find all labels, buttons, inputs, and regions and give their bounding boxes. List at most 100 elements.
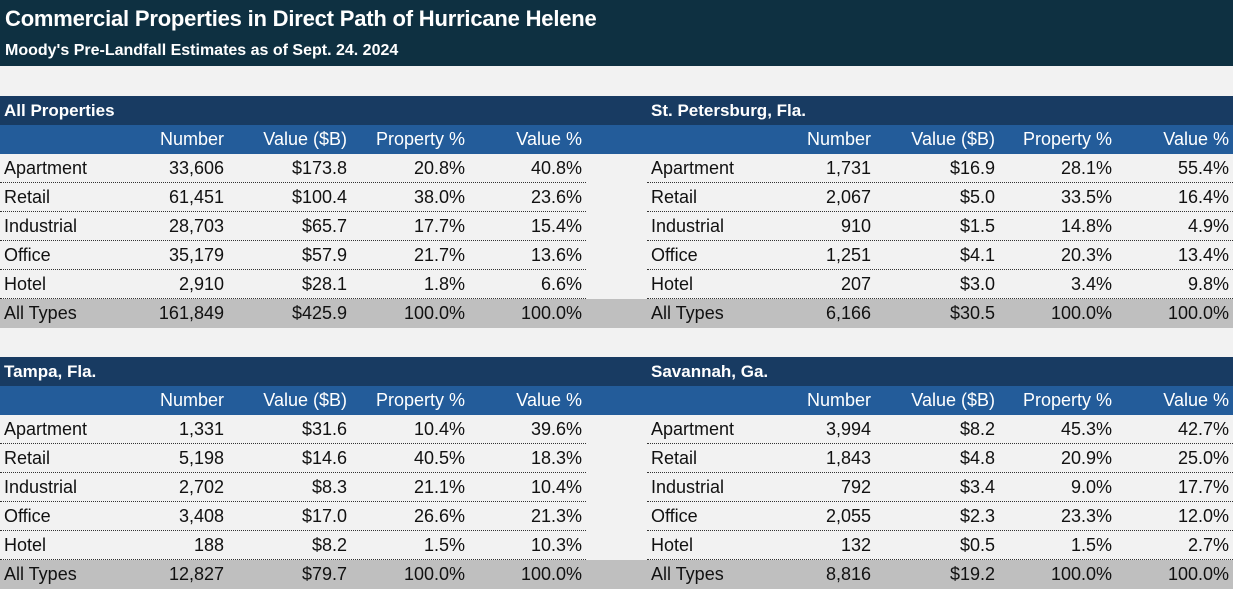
cell-property-type: Retail — [651, 447, 698, 468]
cell-property-pct: 38.0% — [413, 186, 465, 207]
table-row: Retail 1,843 $4.8 20.9% 25.0% — [647, 444, 1233, 473]
cell-value: $425.9 — [291, 303, 347, 323]
cell-value: $16.9 — [949, 157, 995, 178]
cell-property-pct: 9.0% — [1070, 476, 1112, 497]
cell-property-type: Apartment — [4, 418, 88, 439]
cell-number: 3,994 — [825, 418, 871, 439]
cell-value-pct: 15.4% — [530, 215, 582, 236]
cell-value-pct: 10.4% — [530, 476, 582, 497]
cell-value: $5.0 — [959, 186, 995, 207]
table-row: Hotel 207 $3.0 3.4% 9.8% — [647, 270, 1233, 299]
cell-property-type: Retail — [651, 186, 698, 207]
column-header-number: Number — [159, 390, 224, 410]
cell-value: $28.1 — [301, 273, 347, 294]
cell-property-pct: 45.3% — [1060, 418, 1112, 439]
column-header-row: Number Value ($B) Property % Value % — [0, 125, 582, 154]
cell-number: 2,702 — [178, 476, 224, 497]
cell-property-type: Industrial — [4, 476, 78, 497]
cell-number: 161,849 — [158, 303, 224, 323]
table-row: Industrial 2,702 $8.3 21.1% 10.4% — [0, 473, 586, 502]
cell-value-pct: 21.3% — [530, 505, 582, 526]
column-band-top — [0, 125, 1233, 154]
cell-value-pct: 100.0% — [520, 564, 582, 584]
cell-property-pct: 100.0% — [403, 303, 465, 323]
cell-number: 8,816 — [825, 564, 871, 584]
cell-number: 1,843 — [825, 447, 871, 468]
cell-value: $173.8 — [291, 157, 347, 178]
cell-number: 5,198 — [178, 447, 224, 468]
table-row: Retail 5,198 $14.6 40.5% 18.3% — [0, 444, 586, 473]
cell-number: 910 — [840, 215, 871, 236]
column-header-number: Number — [806, 390, 871, 410]
cell-property-type: Retail — [4, 186, 51, 207]
cell-property-pct: 28.1% — [1060, 157, 1112, 178]
cell-property-type: Industrial — [651, 476, 725, 497]
cell-property-pct: 23.3% — [1060, 505, 1112, 526]
panel-title: Savannah, Ga. — [651, 362, 769, 381]
table-row: Hotel 2,910 $28.1 1.8% 6.6% — [0, 270, 586, 299]
total-row-band-bottom — [0, 560, 1233, 589]
cell-value-pct: 10.3% — [530, 534, 582, 555]
section-band-bottom — [0, 357, 1233, 386]
cell-value: $30.5 — [949, 303, 995, 323]
cell-property-type: Industrial — [651, 215, 725, 236]
cell-value-pct: 25.0% — [1177, 447, 1229, 468]
cell-value-pct: 39.6% — [530, 418, 582, 439]
cell-property-pct: 10.4% — [413, 418, 465, 439]
column-header-value-pct: Value % — [1163, 390, 1229, 410]
cell-value-pct: 13.4% — [1177, 244, 1229, 265]
cell-value: $3.0 — [959, 273, 995, 294]
cell-number: 2,910 — [178, 273, 224, 294]
cell-value-pct: 12.0% — [1177, 505, 1229, 526]
cell-property-type: Retail — [4, 447, 51, 468]
column-header-number: Number — [159, 129, 224, 149]
cell-property-pct: 20.8% — [413, 157, 465, 178]
cell-value: $2.3 — [959, 505, 995, 526]
cell-value: $31.6 — [301, 418, 347, 439]
column-header-number: Number — [806, 129, 871, 149]
cell-value: $4.8 — [959, 447, 995, 468]
cell-property-type: All Types — [4, 303, 77, 323]
table-row: Hotel 132 $0.5 1.5% 2.7% — [647, 531, 1233, 560]
total-row: All Types 12,827 $79.7 100.0% 100.0% — [0, 560, 586, 589]
cell-property-pct: 14.8% — [1060, 215, 1112, 236]
cell-property-type: Hotel — [651, 273, 694, 294]
cell-property-type: Apartment — [4, 157, 88, 178]
cell-property-pct: 3.4% — [1070, 273, 1112, 294]
cell-property-type: All Types — [651, 564, 724, 584]
cell-number: 3,408 — [178, 505, 224, 526]
table-row: Industrial 28,703 $65.7 17.7% 15.4% — [0, 212, 586, 241]
cell-property-pct: 100.0% — [403, 564, 465, 584]
cell-property-pct: 1.5% — [1070, 534, 1112, 555]
cell-number: 33,606 — [168, 157, 224, 178]
cell-number: 12,827 — [168, 564, 224, 584]
cell-value: $1.5 — [959, 215, 995, 236]
cell-value-pct: 16.4% — [1177, 186, 1229, 207]
cell-property-pct: 21.7% — [413, 244, 465, 265]
cell-property-type: Hotel — [4, 273, 47, 294]
column-header-value-pct: Value % — [516, 129, 582, 149]
cell-value-pct: 13.6% — [530, 244, 582, 265]
cell-property-type: All Types — [651, 303, 724, 323]
table-row: Retail 61,451 $100.4 38.0% 23.6% — [0, 183, 586, 212]
table-row: Hotel 188 $8.2 1.5% 10.3% — [0, 531, 586, 560]
cell-value: $4.1 — [959, 244, 995, 265]
cell-value-pct: 23.6% — [530, 186, 582, 207]
table-row: Industrial 910 $1.5 14.8% 4.9% — [647, 212, 1233, 241]
cell-value-pct: 9.8% — [1187, 273, 1229, 294]
cell-value: $3.4 — [959, 476, 995, 497]
page-title: Commercial Properties in Direct Path of … — [5, 6, 597, 31]
cell-number: 61,451 — [168, 186, 224, 207]
cell-number: 1,251 — [825, 244, 871, 265]
column-header-value: Value ($B) — [263, 390, 347, 410]
panel-title: All Properties — [4, 101, 115, 120]
cell-number: 6,166 — [825, 303, 871, 323]
cell-number: 132 — [840, 534, 871, 555]
cell-value-pct: 40.8% — [530, 157, 582, 178]
column-header-value-pct: Value % — [1163, 129, 1229, 149]
table-row: Apartment 1,331 $31.6 10.4% 39.6% — [0, 415, 586, 444]
cell-property-pct: 100.0% — [1050, 303, 1112, 323]
cell-property-type: Office — [651, 505, 698, 526]
cell-value-pct: 100.0% — [1167, 303, 1229, 323]
cell-property-pct: 100.0% — [1050, 564, 1112, 584]
